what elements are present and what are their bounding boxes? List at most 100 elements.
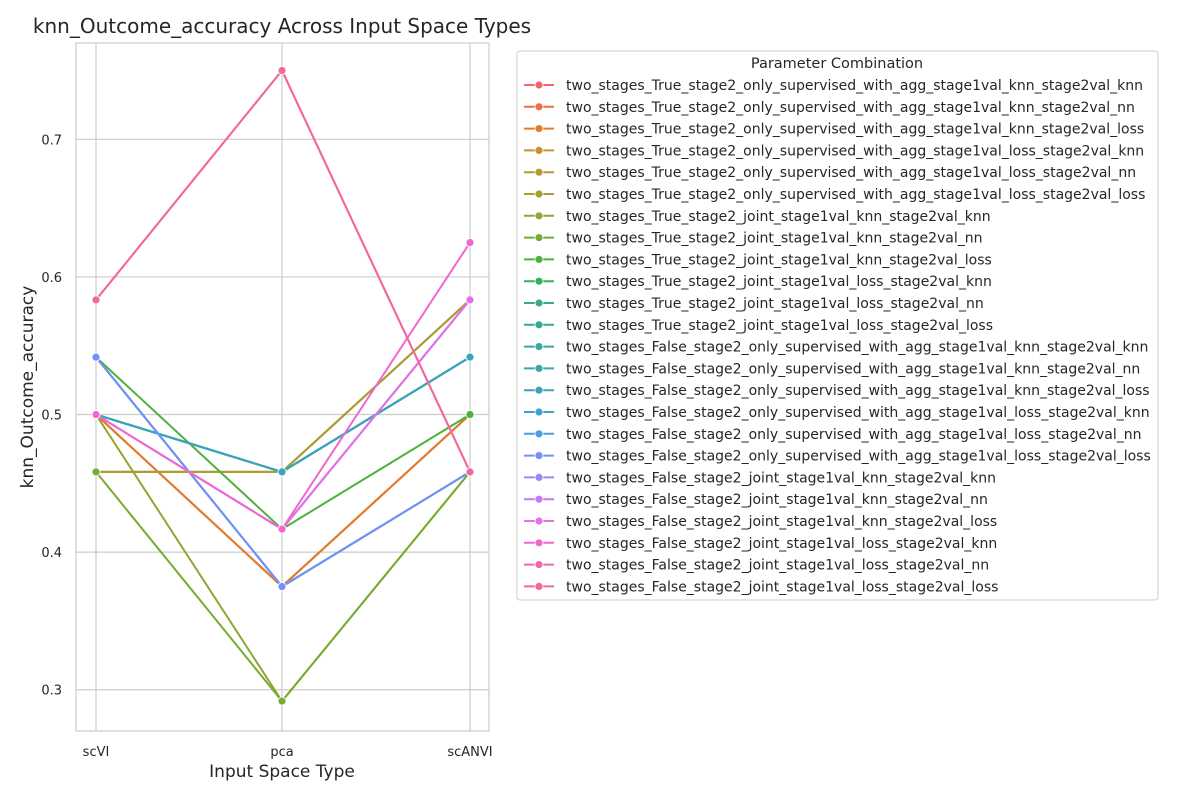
legend-swatch-marker xyxy=(534,167,544,177)
legend-label: two_stages_False_stage2_only_supervised_… xyxy=(566,361,1140,377)
legend-item: two_stages_False_stage2_joint_stage1val_… xyxy=(524,492,988,508)
plot-area-frame xyxy=(75,42,490,732)
series-22 xyxy=(91,238,475,534)
y-tick-label: 0.6 xyxy=(41,271,62,286)
legend-swatch-marker xyxy=(534,342,544,352)
legend-label: two_stages_False_stage2_only_supervised_… xyxy=(566,427,1141,443)
legend-label: two_stages_True_stage2_only_supervised_w… xyxy=(566,122,1144,138)
legend-item: two_stages_False_stage2_only_supervised_… xyxy=(524,449,1151,465)
series-line xyxy=(95,241,471,531)
data-point xyxy=(465,410,475,419)
data-point xyxy=(277,524,287,534)
legend-items: two_stages_True_stage2_only_supervised_w… xyxy=(524,78,1151,595)
data-point xyxy=(277,696,287,706)
legend-swatch-marker xyxy=(534,560,544,569)
legend-label: two_stages_False_stage2_joint_stage1val_… xyxy=(566,579,998,595)
legend-swatch-marker xyxy=(534,320,544,330)
legend-swatch-marker xyxy=(534,145,544,155)
y-tick-label: 0.3 xyxy=(41,684,62,699)
grid xyxy=(76,43,489,731)
legend-label: two_stages_False_stage2_joint_stage1val_… xyxy=(566,470,996,486)
legend-swatch-marker xyxy=(534,363,544,373)
legend-label: two_stages_True_stage2_only_supervised_w… xyxy=(566,78,1143,94)
legend-swatch-marker xyxy=(534,494,544,504)
x-tick-label: scANVI xyxy=(447,745,492,760)
legend-item: two_stages_True_stage2_joint_stage1val_k… xyxy=(524,252,992,268)
legend-item: two_stages_False_stage2_joint_stage1val_… xyxy=(524,579,998,595)
x-ticks: scVI pca scANVI xyxy=(83,745,493,760)
series-line xyxy=(96,299,471,473)
legend-label: two_stages_True_stage2_joint_stage1val_l… xyxy=(566,318,993,334)
series-1 xyxy=(91,410,475,591)
data-point xyxy=(91,352,101,362)
series-line xyxy=(95,413,471,703)
series-line xyxy=(96,299,471,473)
legend-label: two_stages_False_stage2_only_supervised_… xyxy=(566,405,1150,421)
legend-label: two_stages_False_stage2_only_supervised_… xyxy=(566,383,1150,399)
y-tick-label: 0.5 xyxy=(41,409,62,424)
legend-item: two_stages_True_stage2_only_supervised_w… xyxy=(524,122,1144,138)
data-point xyxy=(277,582,287,591)
data-point xyxy=(91,410,101,419)
legend-item: two_stages_False_stage2_joint_stage1val_… xyxy=(524,558,989,574)
legend-swatch-marker xyxy=(534,124,544,134)
legend-swatch-marker xyxy=(534,451,544,461)
legend-item: two_stages_False_stage2_joint_stage1val_… xyxy=(524,536,997,552)
series-line xyxy=(95,356,471,531)
legend-frame xyxy=(516,50,1159,601)
legend-swatch-marker xyxy=(534,582,544,591)
series-9 xyxy=(91,352,475,534)
legend-item: two_stages_False_stage2_only_supervised_… xyxy=(524,427,1141,443)
legend-item: two_stages_False_stage2_only_supervised_… xyxy=(524,405,1150,421)
y-axis-label: knn_Outcome_accuracy xyxy=(18,286,38,489)
legend-label: two_stages_True_stage2_joint_stage1val_k… xyxy=(566,231,983,247)
legend-item: two_stages_True_stage2_only_supervised_w… xyxy=(524,165,1136,181)
legend-label: two_stages_False_stage2_joint_stage1val_… xyxy=(566,492,988,508)
legend-item: two_stages_True_stage2_joint_stage1val_k… xyxy=(524,209,991,225)
data-point xyxy=(465,295,475,305)
legend-item: two_stages_True_stage2_joint_stage1val_l… xyxy=(524,318,993,334)
legend-label: two_stages_True_stage2_joint_stage1val_l… xyxy=(566,274,992,290)
x-tick-label: pca xyxy=(270,745,293,760)
y-ticks: 0.3 0.4 0.5 0.6 0.7 xyxy=(41,133,62,698)
legend-label: two_stages_False_stage2_only_supervised_… xyxy=(566,340,1148,356)
data-point xyxy=(91,467,101,477)
legend-item: two_stages_True_stage2_only_supervised_w… xyxy=(524,143,1144,159)
legend-label: two_stages_False_stage2_joint_stage1val_… xyxy=(566,536,997,552)
legend-title: Parameter Combination xyxy=(751,56,923,72)
legend-label: two_stages_False_stage2_only_supervised_… xyxy=(566,449,1151,465)
legend-item: two_stages_True_stage2_only_supervised_w… xyxy=(524,78,1143,94)
data-point xyxy=(465,352,475,362)
x-axis-label: Input Space Type xyxy=(209,762,355,782)
legend-swatch-marker xyxy=(534,189,544,199)
chart-title: knn_Outcome_accuracy Across Input Space … xyxy=(33,14,531,38)
legend-item: two_stages_False_stage2_only_supervised_… xyxy=(524,383,1150,399)
legend-swatch-marker xyxy=(534,276,544,286)
x-tick-label: scVI xyxy=(83,745,110,760)
series-3 xyxy=(91,410,475,591)
legend-swatch-marker xyxy=(534,472,544,482)
series-24 xyxy=(91,66,475,477)
legend-item: two_stages_True_stage2_joint_stage1val_l… xyxy=(524,274,992,290)
series-line xyxy=(95,68,471,473)
legend-swatch-marker xyxy=(534,80,544,90)
series-7 xyxy=(91,410,475,706)
legend-label: two_stages_True_stage2_only_supervised_w… xyxy=(566,165,1136,181)
legend-swatch-marker xyxy=(534,385,544,395)
legend-swatch-marker xyxy=(534,516,544,526)
data-point xyxy=(91,295,101,305)
y-tick-label: 0.4 xyxy=(41,546,62,561)
legend-label: two_stages_True_stage2_only_supervised_w… xyxy=(566,143,1144,159)
data-point xyxy=(465,467,475,477)
legend-swatch-marker xyxy=(534,298,544,308)
series-2 xyxy=(91,410,475,591)
series-layer xyxy=(91,66,475,706)
legend-item: two_stages_False_stage2_only_supervised_… xyxy=(524,340,1148,356)
series-line xyxy=(96,299,471,473)
legend-label: two_stages_True_stage2_joint_stage1val_k… xyxy=(566,209,991,225)
series-line xyxy=(95,68,471,473)
y-tick-label: 0.7 xyxy=(41,133,62,148)
legend-swatch-marker xyxy=(534,102,544,112)
legend: Parameter Combination two_stages_True_st… xyxy=(516,50,1159,601)
